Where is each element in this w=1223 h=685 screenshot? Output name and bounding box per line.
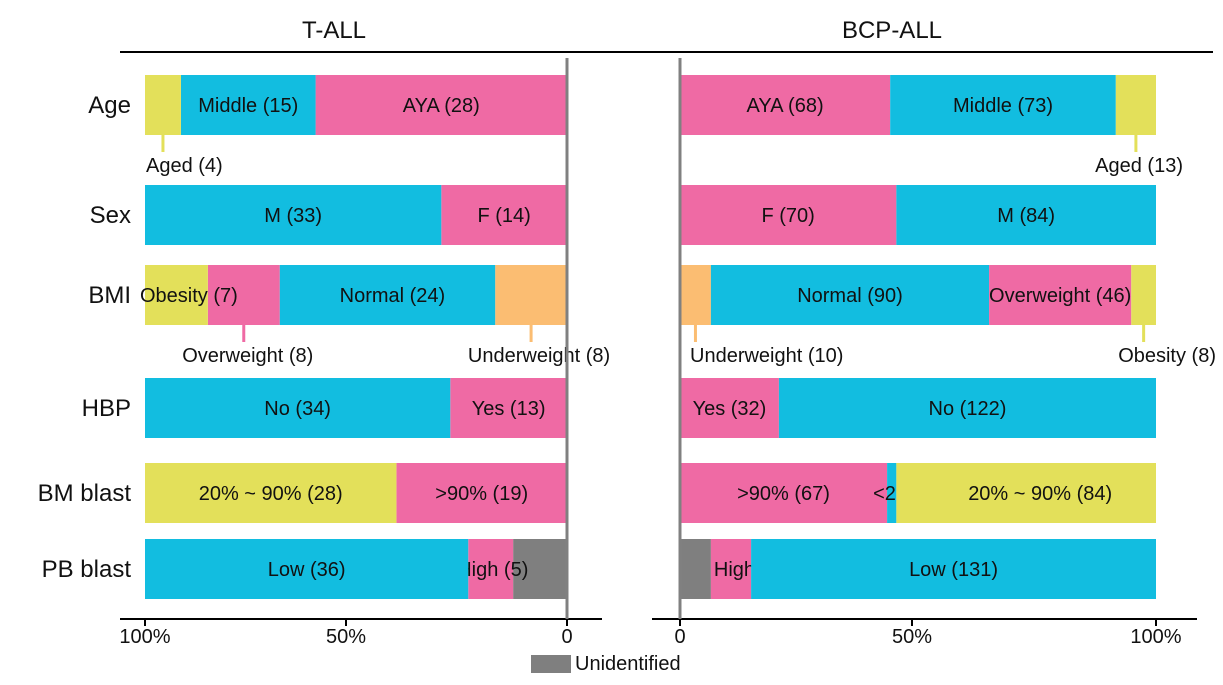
segment-label: Yes (32) [693, 398, 767, 420]
bar-segment [468, 539, 514, 599]
segment-label: Aged (4) [146, 155, 223, 177]
bar-segment [315, 75, 567, 135]
bar-segment [710, 539, 752, 599]
legend-swatch [531, 655, 571, 673]
segment-label: Overweight (46) [989, 285, 1131, 307]
segment-label: Yes (13) [472, 398, 546, 420]
segment-label: No (34) [264, 398, 331, 420]
bar-segment [145, 185, 442, 245]
bar-segment [680, 185, 897, 245]
bar-segment [680, 539, 711, 599]
bar-segment [1131, 265, 1156, 325]
bar-segment [145, 539, 469, 599]
bar-segment [396, 463, 567, 523]
segment-label: >90% (67) [737, 483, 830, 505]
panel-title-bcp-all: BCP-ALL [842, 17, 942, 44]
x-tick-label: 100% [119, 626, 170, 648]
segment-label: 20% ~ 90% (84) [968, 483, 1112, 505]
segment-label: AYA (28) [403, 95, 480, 117]
bar-segment [180, 75, 316, 135]
bar-segment [279, 265, 496, 325]
segment-label: Underweight (10) [690, 345, 843, 367]
segment-label: Middle (73) [953, 95, 1053, 117]
category-label: PB blast [42, 556, 132, 583]
category-label: HBP [82, 395, 131, 422]
category-label: BMI [88, 282, 131, 309]
bars-layer: Age Sex BMI HBP BM blast PB blast AYA (28) Midd… [38, 58, 1216, 648]
bar-segment [495, 265, 567, 325]
bar-segment [890, 75, 1116, 135]
segment-label: M (84) [997, 205, 1055, 227]
category-label: Age [88, 92, 131, 119]
segment-label: Obesity (8) [1118, 345, 1216, 367]
segment-label: Low (36) [268, 559, 346, 581]
bar-segment [887, 463, 897, 523]
segment-label: High (5) [457, 559, 528, 581]
panel-title-t-all: T-ALL [302, 17, 366, 44]
bar-segment [145, 75, 181, 135]
legend-label: Unidentified [575, 653, 681, 675]
bar-segment [989, 265, 1132, 325]
x-tick-label: 0 [674, 626, 685, 648]
category-label: Sex [90, 202, 131, 229]
segment-label: F (70) [762, 205, 815, 227]
bar-segment [450, 378, 567, 438]
x-tick-label: 50% [326, 626, 366, 648]
bar-segment [1115, 75, 1156, 135]
bar-segment [680, 265, 711, 325]
bar-segment [441, 185, 567, 245]
segment-label: F (14) [477, 205, 530, 227]
segment-label: M (33) [264, 205, 322, 227]
segment-label: Aged (13) [1095, 155, 1183, 177]
category-label: BM blast [38, 480, 132, 507]
bar-segment [513, 539, 567, 599]
x-tick-label: 50% [892, 626, 932, 648]
bar-segment [896, 185, 1156, 245]
bar-segment [145, 378, 451, 438]
bar-segment [680, 378, 779, 438]
segment-label: 20% ~ 90% (28) [199, 483, 343, 505]
segment-label: Middle (15) [198, 95, 298, 117]
segment-label: Obesity (7) [140, 285, 238, 307]
segment-label: >90% (19) [435, 483, 528, 505]
x-tick-label: 0 [561, 626, 572, 648]
bar-segment [207, 265, 280, 325]
bar-segment [145, 265, 208, 325]
segment-label: AYA (68) [747, 95, 824, 117]
bar-segment [710, 265, 990, 325]
segment-label: Normal (24) [340, 285, 446, 307]
bar-segment [778, 378, 1156, 438]
segment-label: No (122) [929, 398, 1007, 420]
segment-label: Underweight (8) [468, 345, 610, 367]
bar-segment [680, 463, 888, 523]
bar-segment [896, 463, 1156, 523]
segment-label: Normal (90) [797, 285, 903, 307]
segment-label: Overweight (8) [182, 345, 313, 367]
bar-segment [680, 75, 891, 135]
bar-segment [145, 463, 397, 523]
segment-label: Low (131) [909, 559, 998, 581]
x-tick-label: 100% [1130, 626, 1181, 648]
bar-segment [751, 539, 1156, 599]
